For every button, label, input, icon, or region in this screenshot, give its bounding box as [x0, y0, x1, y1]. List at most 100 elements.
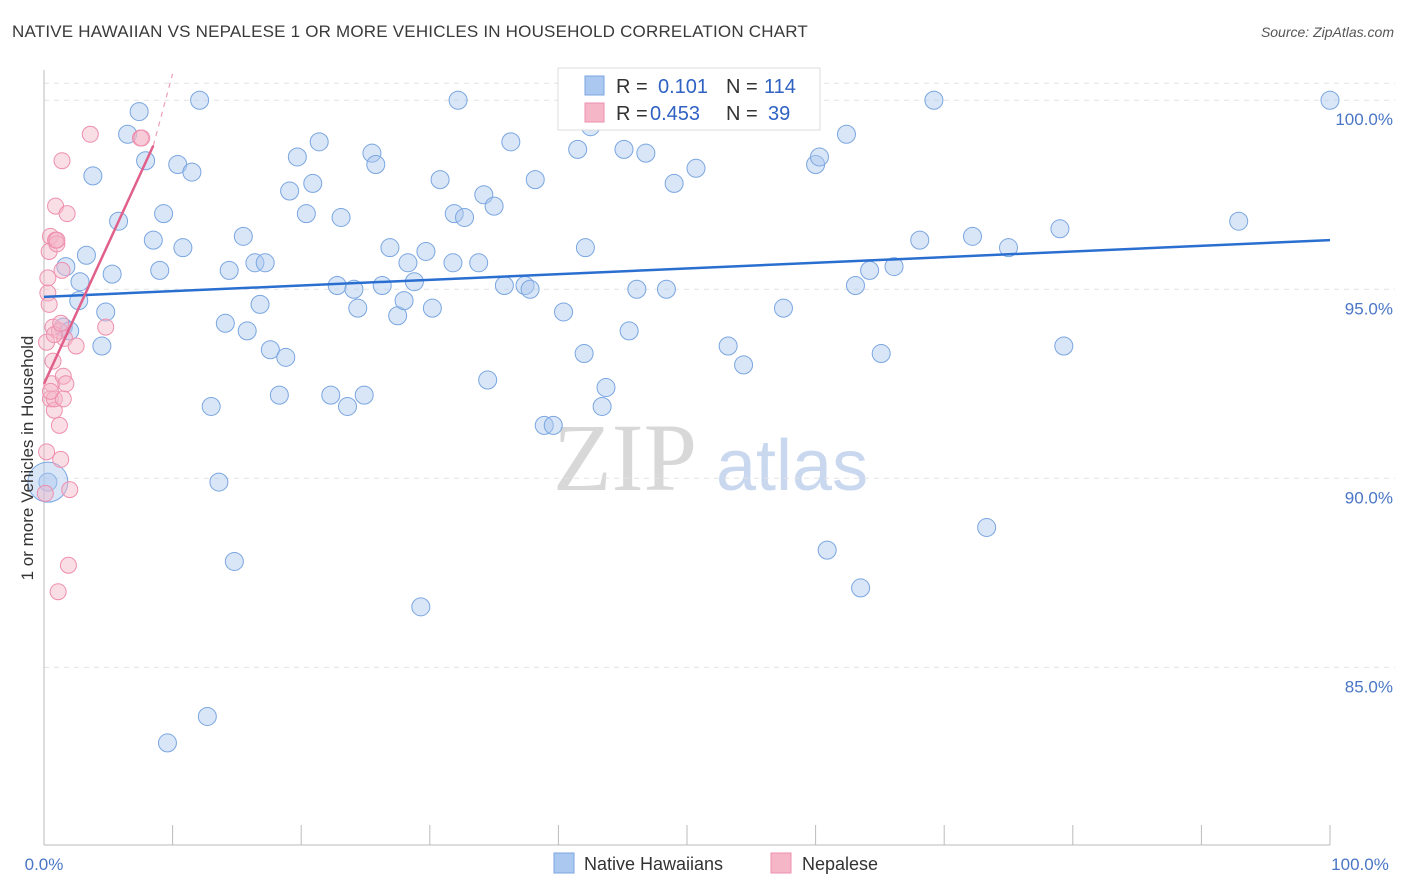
point-native-hawaiians [520, 279, 540, 299]
point-nepalese [133, 129, 151, 147]
point-native-hawaiians [362, 143, 382, 163]
point-native-hawaiians [366, 155, 386, 175]
point-native-hawaiians [245, 253, 265, 273]
point-native-hawaiians [190, 90, 210, 110]
point-native-hawaiians [884, 257, 904, 277]
point-nepalese [81, 125, 99, 143]
point-nepalese [36, 484, 54, 502]
point-native-hawaiians [448, 90, 468, 110]
point-native-hawaiians [575, 238, 595, 258]
point-native-hawaiians [817, 540, 837, 560]
point-native-hawaiians [237, 321, 257, 341]
point-nepalese [48, 235, 66, 253]
point-native-hawaiians [348, 298, 368, 318]
point-native-hawaiians [219, 260, 239, 280]
series-legend: Native Hawaiians Nepalese [553, 852, 878, 874]
point-native-hawaiians [250, 294, 270, 314]
point-native-hawaiians [150, 260, 170, 280]
point-native-hawaiians [296, 204, 316, 224]
point-native-hawaiians [344, 279, 364, 299]
watermark-zip: ZIP [553, 404, 697, 511]
point-native-hawaiians [1320, 90, 1340, 110]
point-nepalese [97, 318, 115, 336]
point-nepalese [53, 261, 71, 279]
point-native-hawaiians [143, 230, 163, 250]
legend-r-value-blue: 0.101 [658, 76, 708, 98]
point-native-hawaiians [327, 275, 347, 295]
point-native-hawaiians [416, 241, 436, 261]
point-native-hawaiians [664, 173, 684, 193]
point-native-hawaiians [303, 173, 323, 193]
point-native-hawaiians [1054, 336, 1074, 356]
point-native-hawaiians [260, 340, 280, 360]
point-native-hawaiians [287, 147, 307, 167]
chart-title: NATIVE HAWAIIAN VS NEPALESE 1 OR MORE VE… [12, 22, 808, 41]
legend-swatch-blue [584, 75, 605, 96]
point-native-hawaiians [280, 181, 300, 201]
point-native-hawaiians [38, 472, 58, 492]
point-nepalese [50, 416, 68, 434]
point-native-hawaiians [430, 170, 450, 190]
point-native-hawaiians [773, 298, 793, 318]
point-native-hawaiians [255, 253, 275, 273]
point-nepalese [67, 337, 85, 355]
point-native-hawaiians [574, 344, 594, 364]
point-native-hawaiians [173, 238, 193, 258]
point-nepalese [52, 450, 70, 468]
point-native-hawaiians [592, 396, 612, 416]
point-native-hawaiians [321, 385, 341, 405]
legend-bottom-nepalese: Nepalese [802, 854, 878, 874]
point-nepalese [53, 152, 71, 170]
point-native-hawaiians [734, 355, 754, 375]
legend-bottom-native-hawaiians: Native Hawaiians [584, 854, 723, 874]
point-native-hawaiians [1229, 211, 1249, 231]
trend-line-nepalese-extension [152, 73, 174, 146]
y-tick-label: 90.0% [1345, 488, 1393, 507]
point-native-hawaiians [337, 396, 357, 416]
point-nepalese [39, 269, 57, 287]
source-credit: Source: ZipAtlas.com [1260, 24, 1394, 40]
point-native-hawaiians [411, 597, 431, 617]
point-native-hawaiians [444, 204, 464, 224]
point-native-hawaiians [354, 385, 374, 405]
nepalese-points [36, 125, 151, 601]
point-native-hawaiians [836, 124, 856, 144]
point-native-hawaiians [372, 275, 392, 295]
trend-lines [42, 73, 1331, 385]
point-native-hawaiians [443, 253, 463, 273]
point-native-hawaiians [154, 204, 174, 224]
legend-r-label-blue: R = [616, 76, 648, 98]
point-native-hawaiians [380, 238, 400, 258]
gridlines [44, 82, 1395, 668]
point-native-hawaiians [182, 162, 202, 182]
point-native-hawaiians [394, 291, 414, 311]
point-native-hawaiians [554, 302, 574, 322]
point-native-hawaiians [92, 336, 112, 356]
x-axis-ticks [172, 825, 1331, 845]
point-native-hawaiians [543, 415, 563, 435]
legend-r-value-pink: 0.453 [650, 103, 700, 125]
point-native-hawaiians [845, 275, 865, 295]
point-nepalese [40, 295, 58, 313]
trend-line-nepalese [42, 145, 155, 385]
point-nepalese [61, 481, 79, 499]
point-native-hawaiians [96, 302, 116, 322]
point-nepalese [49, 583, 67, 601]
point-native-hawaiians [525, 170, 545, 190]
point-native-hawaiians [656, 279, 676, 299]
point-nepalese [52, 314, 70, 332]
point-native-hawaiians [501, 132, 521, 152]
point-native-hawaiians [614, 139, 634, 159]
legend-swatch-pink [584, 102, 605, 123]
stats-legend: R = 0.101 N = 114 R = 0.453 N = 39 [557, 67, 821, 131]
y-tick-label: 100.0% [1335, 110, 1393, 129]
point-native-hawaiians [215, 313, 235, 333]
point-native-hawaiians [233, 226, 253, 246]
point-native-hawaiians [636, 143, 656, 163]
point-native-hawaiians [455, 207, 475, 227]
trend-line-native-hawaiians [43, 238, 1331, 299]
point-native-hawaiians [70, 272, 90, 292]
point-native-hawaiians [494, 275, 514, 295]
y-axis-label: 1 or more Vehicles in Household [18, 336, 37, 581]
